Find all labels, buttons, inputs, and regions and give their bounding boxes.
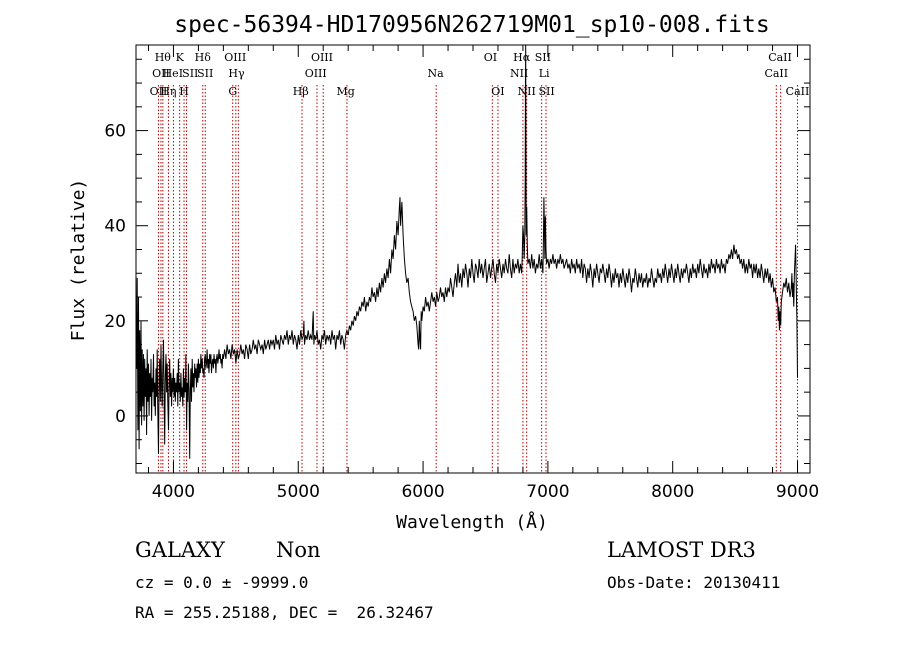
line-label: NII: [510, 67, 528, 80]
line-label: NII: [518, 85, 536, 98]
plot-frame: [135, 44, 811, 474]
chart-title: spec-56394-HD170956N262719M01_sp10-008.f…: [174, 12, 769, 38]
y-tick-label: 20: [104, 312, 126, 332]
x-axis-title: Wavelength (Å): [396, 511, 548, 533]
x-tick-label: 4000: [152, 482, 195, 502]
line-label: Hδ: [195, 51, 212, 64]
line-label: G: [228, 85, 237, 98]
line-label: Hη: [160, 85, 176, 98]
line-label: CaII: [786, 85, 810, 98]
line-label: HeI: [163, 67, 183, 80]
line-label: OII: [150, 85, 168, 98]
spectrum-series-line: [135, 44, 798, 459]
spectrum-chart: spec-56394-HD170956N262719M01_sp10-008.f…: [68, 12, 819, 533]
line-label: Hγ: [228, 67, 245, 80]
line-label: OI: [484, 51, 497, 64]
line-label: Hα: [513, 51, 531, 64]
x-tick-label: 9000: [776, 482, 819, 502]
y-axis-title: Flux (relative): [68, 179, 89, 342]
line-label: SII: [535, 51, 551, 64]
x-tick-label: 7000: [526, 482, 569, 502]
coordinates: RA = 255.25188, DEC = 26.32467: [135, 603, 434, 622]
x-tick-label: 5000: [277, 482, 320, 502]
line-label: Hθ: [155, 51, 172, 64]
line-label: Li: [539, 67, 550, 80]
line-labels: OII OII Hθ Hη HeI K H SII Hδ SII G Hγ OIII Hβ OIII OIII…: [150, 51, 810, 98]
y-tick-label: 60: [104, 122, 126, 142]
redshift-line: cz = 0.0 ± -9999.0: [135, 573, 309, 592]
line-label: SII: [539, 85, 555, 98]
line-label: OIII: [305, 67, 327, 80]
line-label: Na: [427, 67, 444, 80]
y-tick-label: 0: [115, 407, 126, 427]
observation-date: Obs-Date: 20130411: [607, 573, 781, 592]
line-label: CaII: [768, 51, 792, 64]
line-label: K: [176, 51, 185, 64]
line-label: OII: [152, 67, 170, 80]
x-tick-label: 8000: [651, 482, 694, 502]
object-type: GALAXY: [135, 538, 225, 562]
line-label: SII: [182, 67, 198, 80]
emission-line-markers: [157, 85, 799, 473]
line-label: CaII: [764, 67, 788, 80]
y-tick-label: 40: [104, 217, 126, 237]
object-subclass: Non: [276, 538, 321, 562]
axis-ticks: 4000 5000 6000 7000 8000 9000 0 20 40 60: [104, 45, 819, 502]
survey-name: LAMOST DR3: [607, 538, 756, 562]
line-label: Hβ: [293, 85, 309, 98]
line-label: OI: [491, 85, 504, 98]
line-label: SII: [197, 67, 213, 80]
line-label: Mg: [337, 85, 355, 98]
line-label: OIII: [311, 51, 333, 64]
x-tick-label: 6000: [401, 482, 444, 502]
line-label: OIII: [224, 51, 246, 64]
line-label: H: [179, 85, 189, 98]
